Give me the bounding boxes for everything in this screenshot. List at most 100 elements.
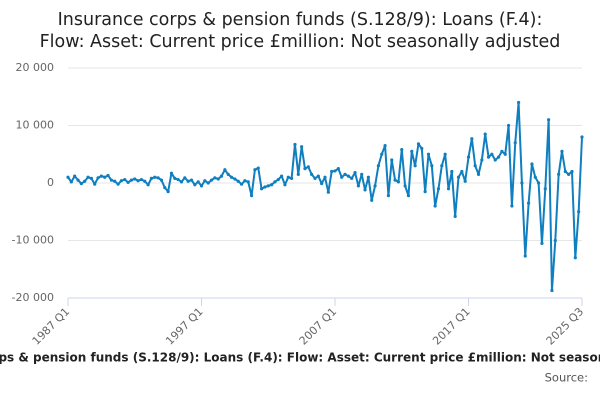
point (296, 172, 300, 176)
point (506, 123, 511, 128)
point (93, 182, 97, 186)
point (356, 184, 360, 188)
point (106, 173, 110, 178)
point (400, 148, 404, 152)
legend-entry: Insurance corps & pension funds (S.128/9… (0, 351, 600, 365)
point (446, 187, 451, 191)
point (236, 179, 240, 183)
point (66, 175, 70, 179)
point (136, 179, 140, 183)
point (133, 177, 137, 181)
point (563, 169, 567, 174)
point (526, 201, 531, 205)
point (316, 174, 320, 178)
point (283, 183, 287, 187)
point (456, 175, 461, 179)
point (226, 172, 230, 176)
point (420, 146, 424, 151)
point (573, 256, 577, 260)
point (69, 180, 73, 184)
y-tick-label: 0 (47, 176, 54, 189)
point (376, 164, 381, 168)
point (116, 182, 120, 186)
point (580, 135, 584, 139)
point (189, 178, 194, 182)
point (259, 187, 264, 191)
series-line (67, 101, 583, 292)
point (450, 169, 454, 174)
point (156, 176, 160, 180)
point (550, 288, 554, 293)
point (143, 179, 147, 183)
point (396, 180, 401, 184)
point (320, 181, 324, 186)
point (109, 178, 113, 182)
point (410, 149, 414, 153)
point (340, 175, 344, 179)
point (533, 175, 537, 179)
point (537, 181, 541, 185)
point (383, 144, 387, 148)
point (303, 167, 307, 171)
point (333, 169, 337, 173)
source: Source: (545, 371, 588, 385)
point (239, 182, 244, 186)
point (516, 100, 521, 105)
point (273, 180, 277, 184)
point (310, 172, 314, 176)
point (460, 169, 464, 174)
point (540, 241, 544, 245)
point (557, 172, 561, 176)
point (199, 184, 204, 188)
point (249, 194, 254, 198)
point (510, 204, 514, 208)
point (350, 176, 354, 180)
point (370, 198, 374, 202)
point (89, 176, 93, 180)
point (266, 184, 270, 188)
point (496, 155, 501, 159)
point (560, 149, 564, 153)
point (463, 179, 467, 183)
point (433, 204, 437, 208)
point (196, 180, 200, 184)
point (530, 162, 534, 166)
point (166, 190, 170, 194)
point (336, 167, 340, 171)
point (513, 141, 517, 145)
x-tick-label: 2007 Q1 (297, 305, 340, 348)
point (300, 145, 304, 149)
point (313, 176, 317, 180)
point (263, 185, 267, 189)
point (343, 172, 347, 176)
y-tick-label: -10 000 (12, 234, 54, 247)
point (346, 174, 350, 178)
point (490, 152, 494, 156)
point (480, 158, 484, 162)
point (209, 178, 214, 182)
point (176, 177, 180, 182)
point (403, 184, 407, 188)
point (373, 184, 377, 188)
point (360, 172, 364, 176)
point (179, 180, 184, 184)
point (79, 181, 83, 186)
point (276, 177, 280, 182)
point (280, 174, 284, 178)
point (570, 169, 574, 174)
point (323, 175, 327, 179)
point (269, 183, 274, 187)
point (466, 155, 471, 159)
point (366, 175, 370, 179)
point (223, 168, 227, 172)
point (430, 164, 434, 168)
point (473, 164, 477, 168)
point (99, 174, 103, 178)
point (139, 177, 144, 182)
point (523, 254, 527, 258)
point (493, 158, 497, 162)
point (470, 137, 474, 141)
x-tick-label: 2017 Q1 (430, 305, 473, 348)
point (146, 183, 150, 187)
point (577, 210, 581, 214)
